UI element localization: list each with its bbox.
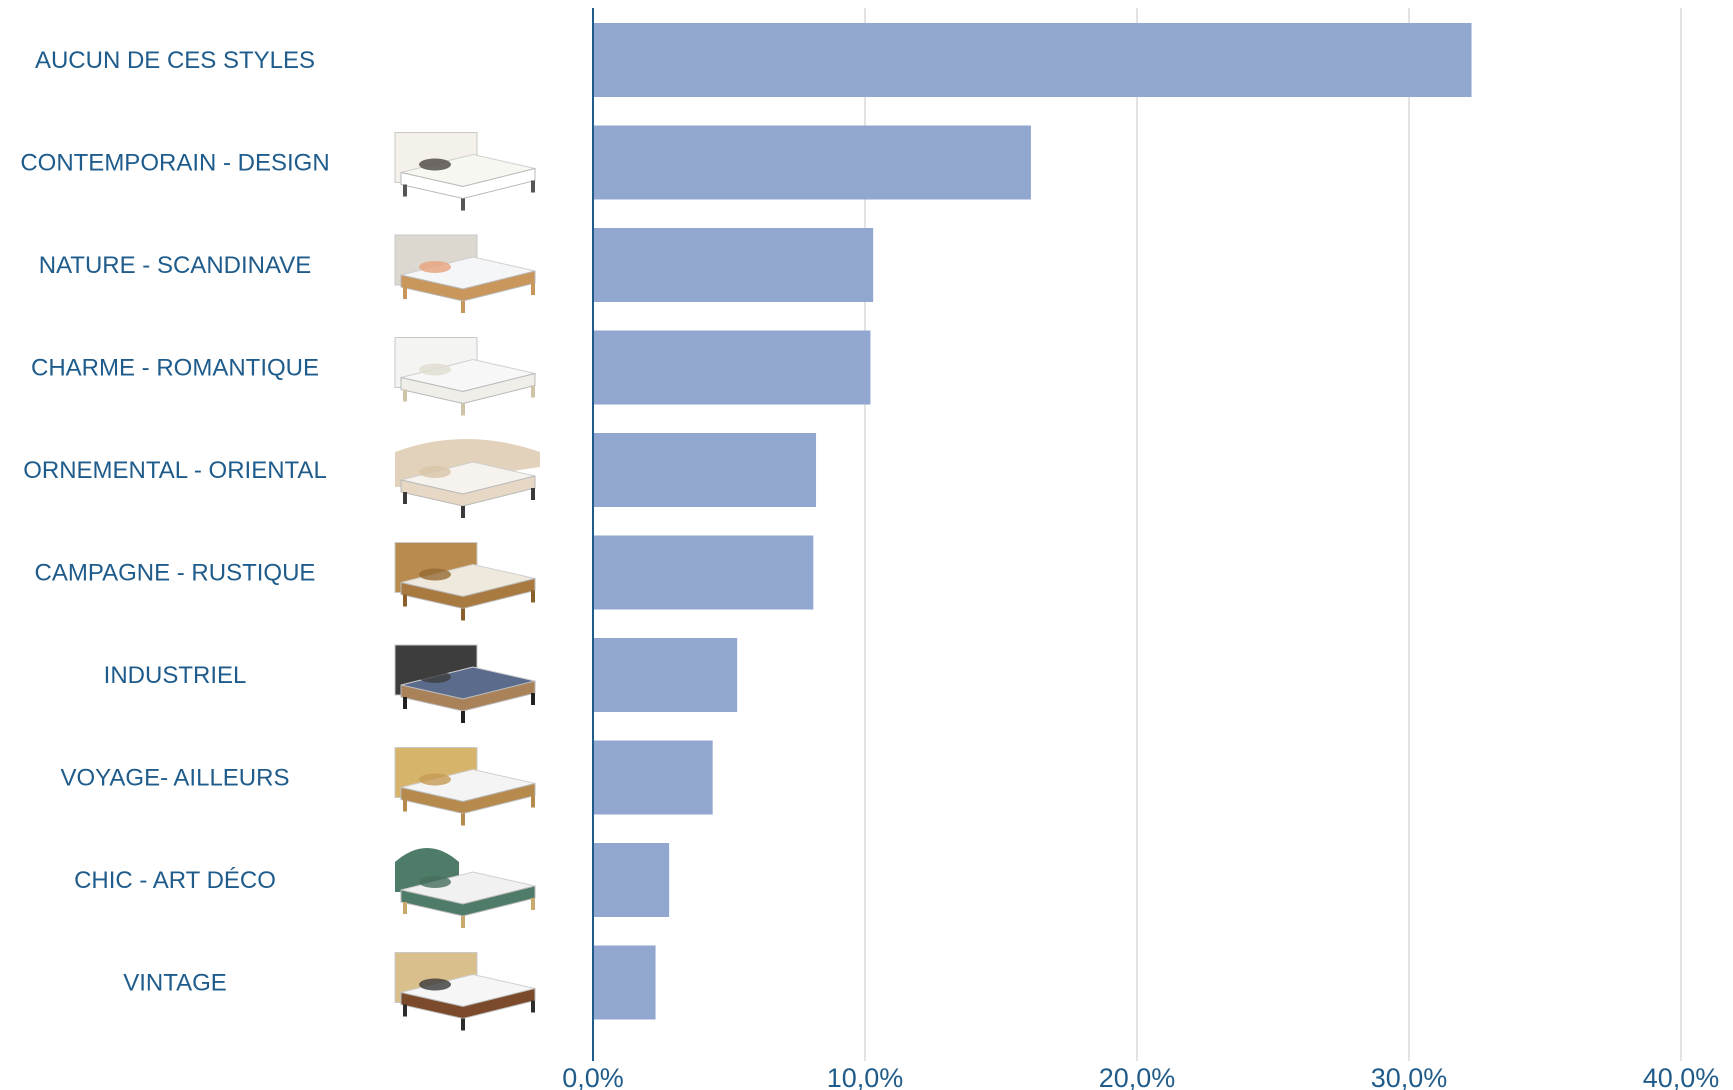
category-label-5: ORNEMENTAL - ORIENTAL xyxy=(23,457,327,484)
bed-contemporary-icon xyxy=(394,132,536,211)
bar-9 xyxy=(593,843,670,917)
category-label-6: CAMPAGNE - RUSTIQUE xyxy=(35,560,316,587)
bars xyxy=(593,23,1472,1020)
bar-7 xyxy=(593,638,738,712)
category-icons xyxy=(394,132,540,1031)
category-label-4: CHARME - ROMANTIQUE xyxy=(31,355,319,382)
bar-1 xyxy=(593,23,1472,97)
category-label-3: NATURE - SCANDINAVE xyxy=(39,252,311,279)
category-label-10: VINTAGE xyxy=(123,970,227,997)
category-labels: AUCUN DE CES STYLES CONTEMPORAIN - DESIGN… xyxy=(20,47,329,997)
bed-vintage-icon xyxy=(394,952,536,1031)
x-tick-label-1: 10,0% xyxy=(827,1063,904,1090)
bar-8 xyxy=(593,740,713,815)
category-label-8: VOYAGE- AILLEURS xyxy=(61,765,290,792)
bar-5 xyxy=(593,433,817,507)
category-label-1: AUCUN DE CES STYLES xyxy=(35,47,315,74)
x-axis-ticks: 0,0% 10,0% 20,0% 30,0% 40,0% xyxy=(562,1063,1719,1090)
bed-industrial-icon xyxy=(394,644,536,723)
bed-art-deco-icon xyxy=(395,848,536,928)
bed-romantic-icon xyxy=(394,337,536,416)
bed-oriental-icon xyxy=(395,439,540,518)
x-tick-label-0: 0,0% xyxy=(562,1063,624,1090)
bar-10 xyxy=(593,945,656,1020)
bar-2 xyxy=(593,125,1031,200)
x-tick-label-4: 40,0% xyxy=(1643,1063,1720,1090)
bed-travel-icon xyxy=(394,747,536,826)
gridlines xyxy=(864,8,1682,1061)
x-tick-label-2: 20,0% xyxy=(1099,1063,1176,1090)
category-label-2: CONTEMPORAIN - DESIGN xyxy=(20,150,329,177)
category-label-9: CHIC - ART DÉCO xyxy=(74,867,276,894)
x-tick-label-3: 30,0% xyxy=(1371,1063,1448,1090)
bar-3 xyxy=(593,228,874,302)
bed-rustic-icon xyxy=(394,542,536,621)
bed-scandinavian-icon xyxy=(394,234,536,313)
bar-6 xyxy=(593,535,814,610)
category-label-7: INDUSTRIEL xyxy=(104,662,247,689)
bar-4 xyxy=(593,330,871,405)
